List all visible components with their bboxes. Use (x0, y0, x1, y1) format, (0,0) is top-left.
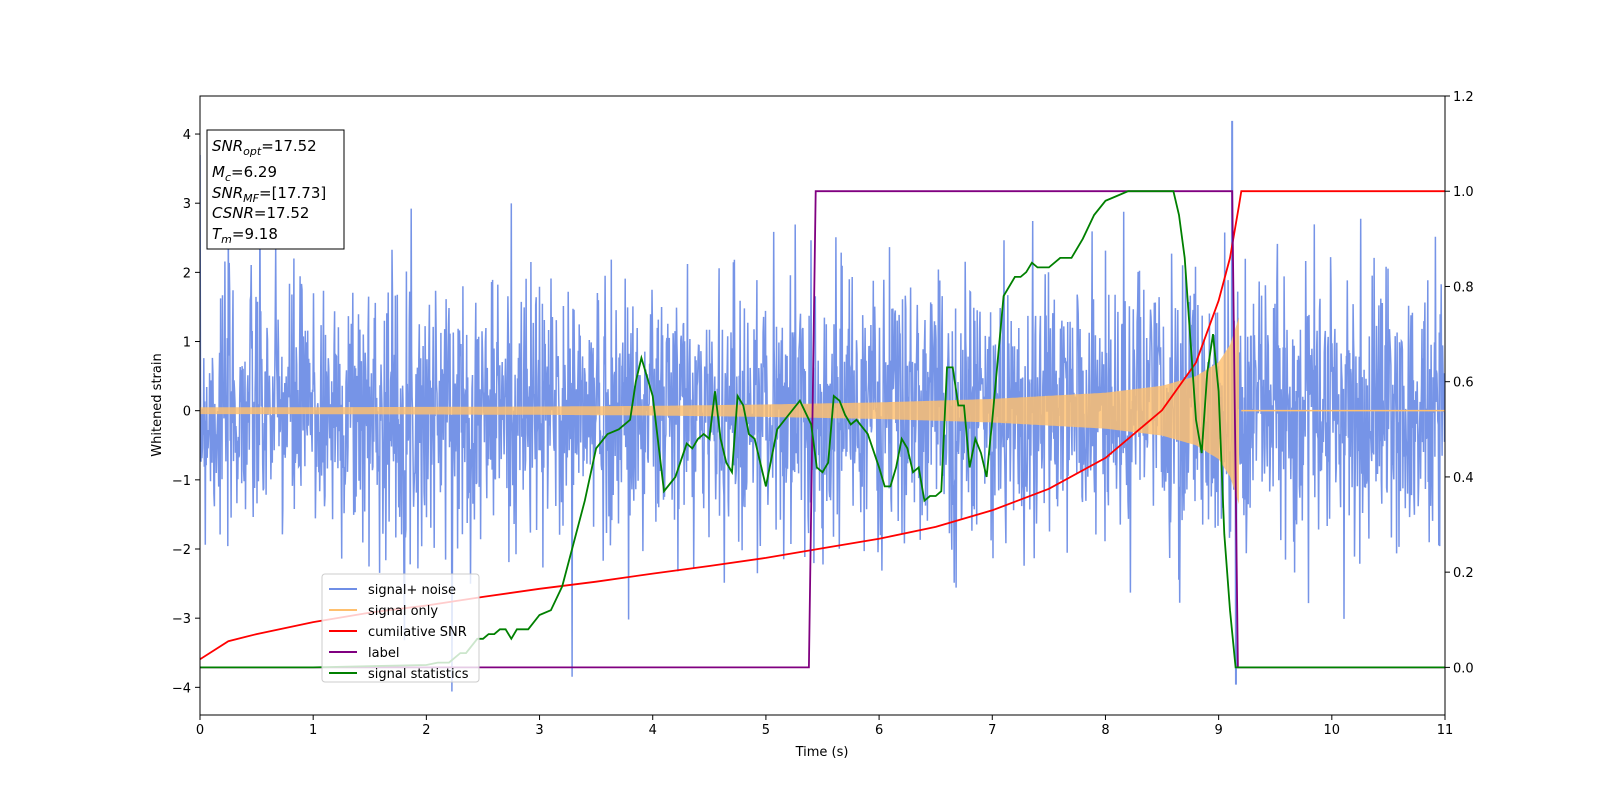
x-axis-title: Time (s) (795, 745, 849, 760)
legend-label: signal only (368, 604, 438, 619)
y-left-tick-label: −1 (172, 474, 191, 489)
x-tick-label: 7 (988, 723, 996, 738)
y-left-tick-label: 0 (183, 405, 191, 420)
x-tick-label: 8 (1101, 723, 1109, 738)
y-left-tick-label: 3 (183, 197, 191, 212)
series-area-signal-only (200, 317, 1239, 505)
series-line-signal-statistics (200, 190, 1445, 669)
info-line: CSNR=17.52 (212, 204, 309, 222)
y-right-tick-label: 0.2 (1453, 566, 1474, 581)
y-axis-left: −4 −3 −2 −1 0 1 2 3 4 (172, 128, 200, 696)
x-tick-label: 2 (422, 723, 430, 738)
legend-label: label (368, 646, 399, 661)
x-tick-label: 10 (1324, 723, 1341, 738)
x-tick-label: 1 (309, 723, 317, 738)
info-line: SNRMF=[17.73] (212, 184, 326, 205)
legend-label: signal statistics (368, 667, 469, 682)
x-axis: 0 1 2 3 4 5 6 7 8 9 10 11 (196, 715, 1453, 738)
x-tick-label: 3 (535, 723, 543, 738)
plot-frame (199, 95, 1446, 716)
x-tick-label: 11 (1437, 723, 1454, 738)
y-left-tick-label: −4 (172, 681, 191, 696)
y-right-tick-label: 0.8 (1453, 280, 1474, 295)
y-axis-title: Whitened strain (150, 353, 165, 456)
x-tick-label: 9 (1214, 723, 1222, 738)
legend: signal+ noise signal only cumilative SNR la… (321, 573, 480, 683)
info-line: SNRopt=17.52 (212, 137, 317, 158)
y-left-tick-label: 1 (183, 336, 191, 351)
x-tick-label: 0 (196, 723, 204, 738)
y-right-tick-label: 0.6 (1453, 376, 1474, 391)
y-left-tick-label: 4 (183, 128, 191, 143)
y-right-tick-label: 0.4 (1453, 471, 1474, 486)
y-right-tick-label: 1.2 (1453, 90, 1474, 105)
legend-label: cumilative SNR (368, 625, 467, 640)
legend-label: signal+ noise (368, 583, 456, 598)
x-tick-label: 4 (649, 723, 657, 738)
info-line: Mc=6.29 (212, 163, 277, 184)
x-tick-label: 6 (875, 723, 883, 738)
y-left-tick-label: −3 (172, 612, 191, 627)
y-axis-right: 0.0 0.2 0.4 0.6 0.8 1.0 1.2 (1445, 90, 1474, 676)
y-right-tick-label: 0.0 (1453, 661, 1474, 676)
x-tick-label: 5 (762, 723, 770, 738)
info-box: SNRopt=17.52 Mc=6.29SNRMF=[17.73]CSNR=17.… (206, 129, 345, 250)
y-left-tick-label: −2 (172, 543, 191, 558)
y-right-tick-label: 1.0 (1453, 185, 1474, 200)
info-line: Tm=9.18 (212, 225, 278, 246)
y-left-tick-label: 2 (183, 266, 191, 281)
